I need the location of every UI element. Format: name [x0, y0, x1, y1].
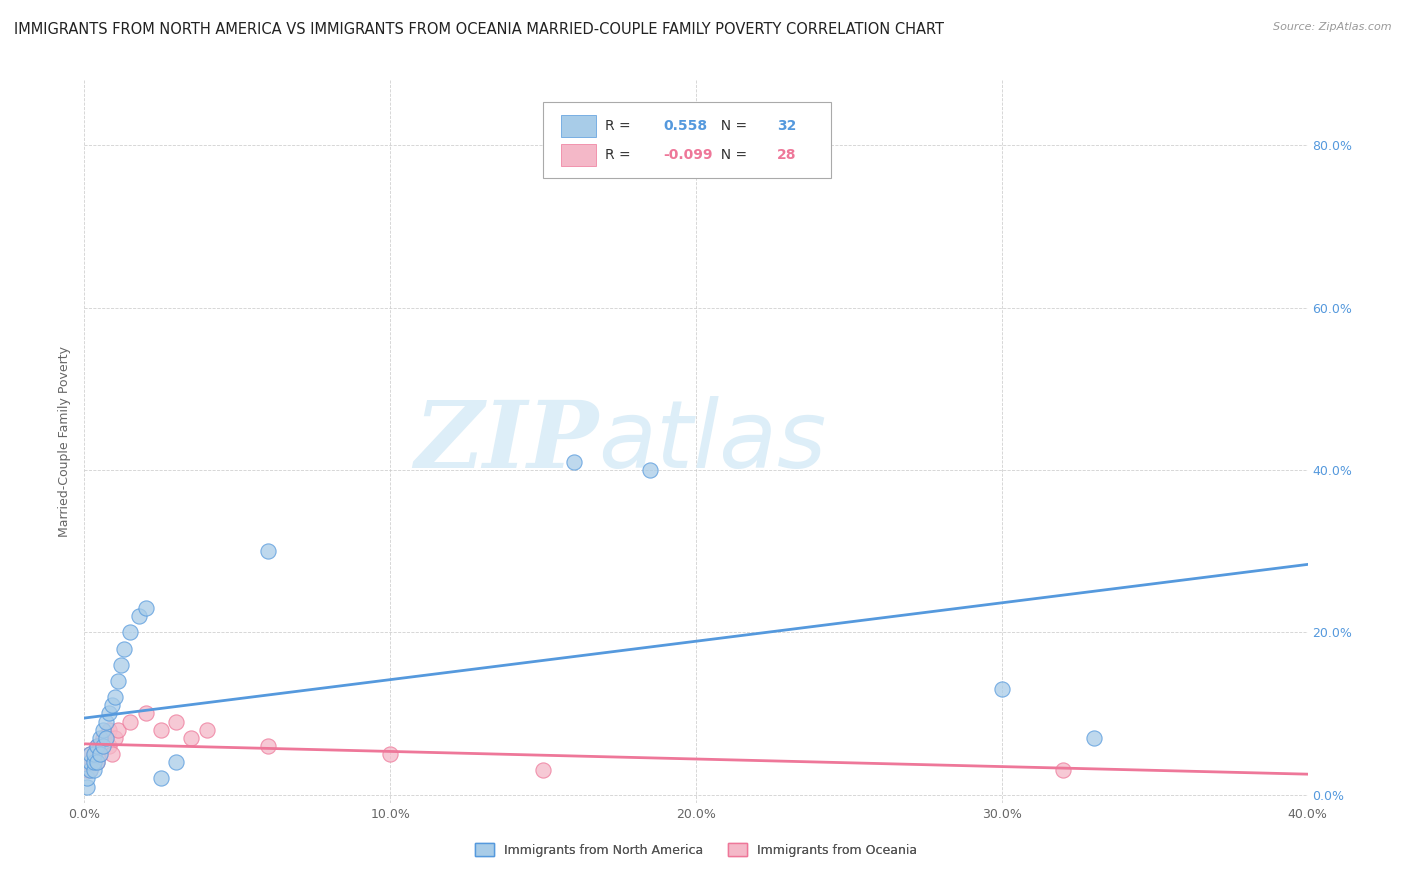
Point [89, 731, 111, 745]
Text: atlas: atlas [598, 396, 827, 487]
Point [180, 731, 202, 745]
Point [97, 739, 120, 753]
Point [91, 739, 114, 753]
Point [112, 641, 135, 656]
Point [89, 747, 111, 761]
Text: 0.558: 0.558 [664, 119, 707, 133]
Point [79, 755, 101, 769]
Point [149, 723, 172, 737]
Point [86, 755, 108, 769]
Point [86, 739, 108, 753]
Point [76, 755, 98, 769]
Point [83, 764, 105, 778]
Text: ZIP: ZIP [413, 397, 598, 486]
Point [128, 609, 150, 624]
Point [107, 673, 129, 688]
Point [257, 544, 280, 558]
FancyBboxPatch shape [561, 115, 596, 136]
Point [257, 739, 280, 753]
Point [104, 731, 127, 745]
Point [97, 723, 120, 737]
Point [135, 601, 157, 615]
Point [94, 731, 117, 745]
Text: Source: ZipAtlas.com: Source: ZipAtlas.com [1274, 22, 1392, 32]
Point [101, 698, 124, 713]
Point [76, 780, 98, 794]
Point [83, 755, 105, 769]
Legend: Immigrants from North America, Immigrants from Oceania: Immigrants from North America, Immigrant… [470, 838, 922, 862]
Text: -0.099: -0.099 [664, 148, 713, 161]
Point [165, 755, 187, 769]
Text: N =: N = [711, 119, 751, 133]
Point [79, 747, 101, 761]
Point [94, 714, 117, 729]
Point [104, 690, 127, 705]
Point [83, 747, 105, 761]
Text: 32: 32 [776, 119, 796, 133]
Y-axis label: Married-Couple Family Poverty: Married-Couple Family Poverty [58, 346, 72, 537]
Point [110, 657, 132, 672]
Point [91, 739, 114, 753]
Point [101, 747, 124, 761]
Point [86, 755, 108, 769]
Point [76, 764, 98, 778]
FancyBboxPatch shape [543, 102, 831, 178]
Text: N =: N = [711, 148, 751, 161]
Point [1083, 731, 1105, 745]
Point [562, 455, 585, 469]
Point [638, 463, 661, 477]
Point [79, 747, 101, 761]
Point [83, 755, 105, 769]
Point [79, 764, 101, 778]
Point [86, 739, 108, 753]
Point [991, 682, 1014, 697]
Point [1052, 764, 1074, 778]
Point [79, 764, 101, 778]
Point [89, 739, 111, 753]
Point [97, 706, 120, 721]
Point [149, 772, 172, 786]
Point [120, 714, 142, 729]
Point [195, 723, 218, 737]
Point [120, 625, 142, 640]
Text: IMMIGRANTS FROM NORTH AMERICA VS IMMIGRANTS FROM OCEANIA MARRIED-COUPLE FAMILY P: IMMIGRANTS FROM NORTH AMERICA VS IMMIGRA… [14, 22, 943, 37]
Point [107, 723, 129, 737]
Point [83, 747, 105, 761]
Point [531, 764, 554, 778]
Text: 28: 28 [776, 148, 796, 161]
Point [380, 747, 402, 761]
Text: R =: R = [606, 148, 636, 161]
Point [135, 706, 157, 721]
Point [76, 772, 98, 786]
Point [165, 714, 187, 729]
Point [91, 731, 114, 745]
Point [91, 723, 114, 737]
Point [89, 747, 111, 761]
FancyBboxPatch shape [561, 144, 596, 166]
Text: R =: R = [606, 119, 640, 133]
Point [94, 731, 117, 745]
